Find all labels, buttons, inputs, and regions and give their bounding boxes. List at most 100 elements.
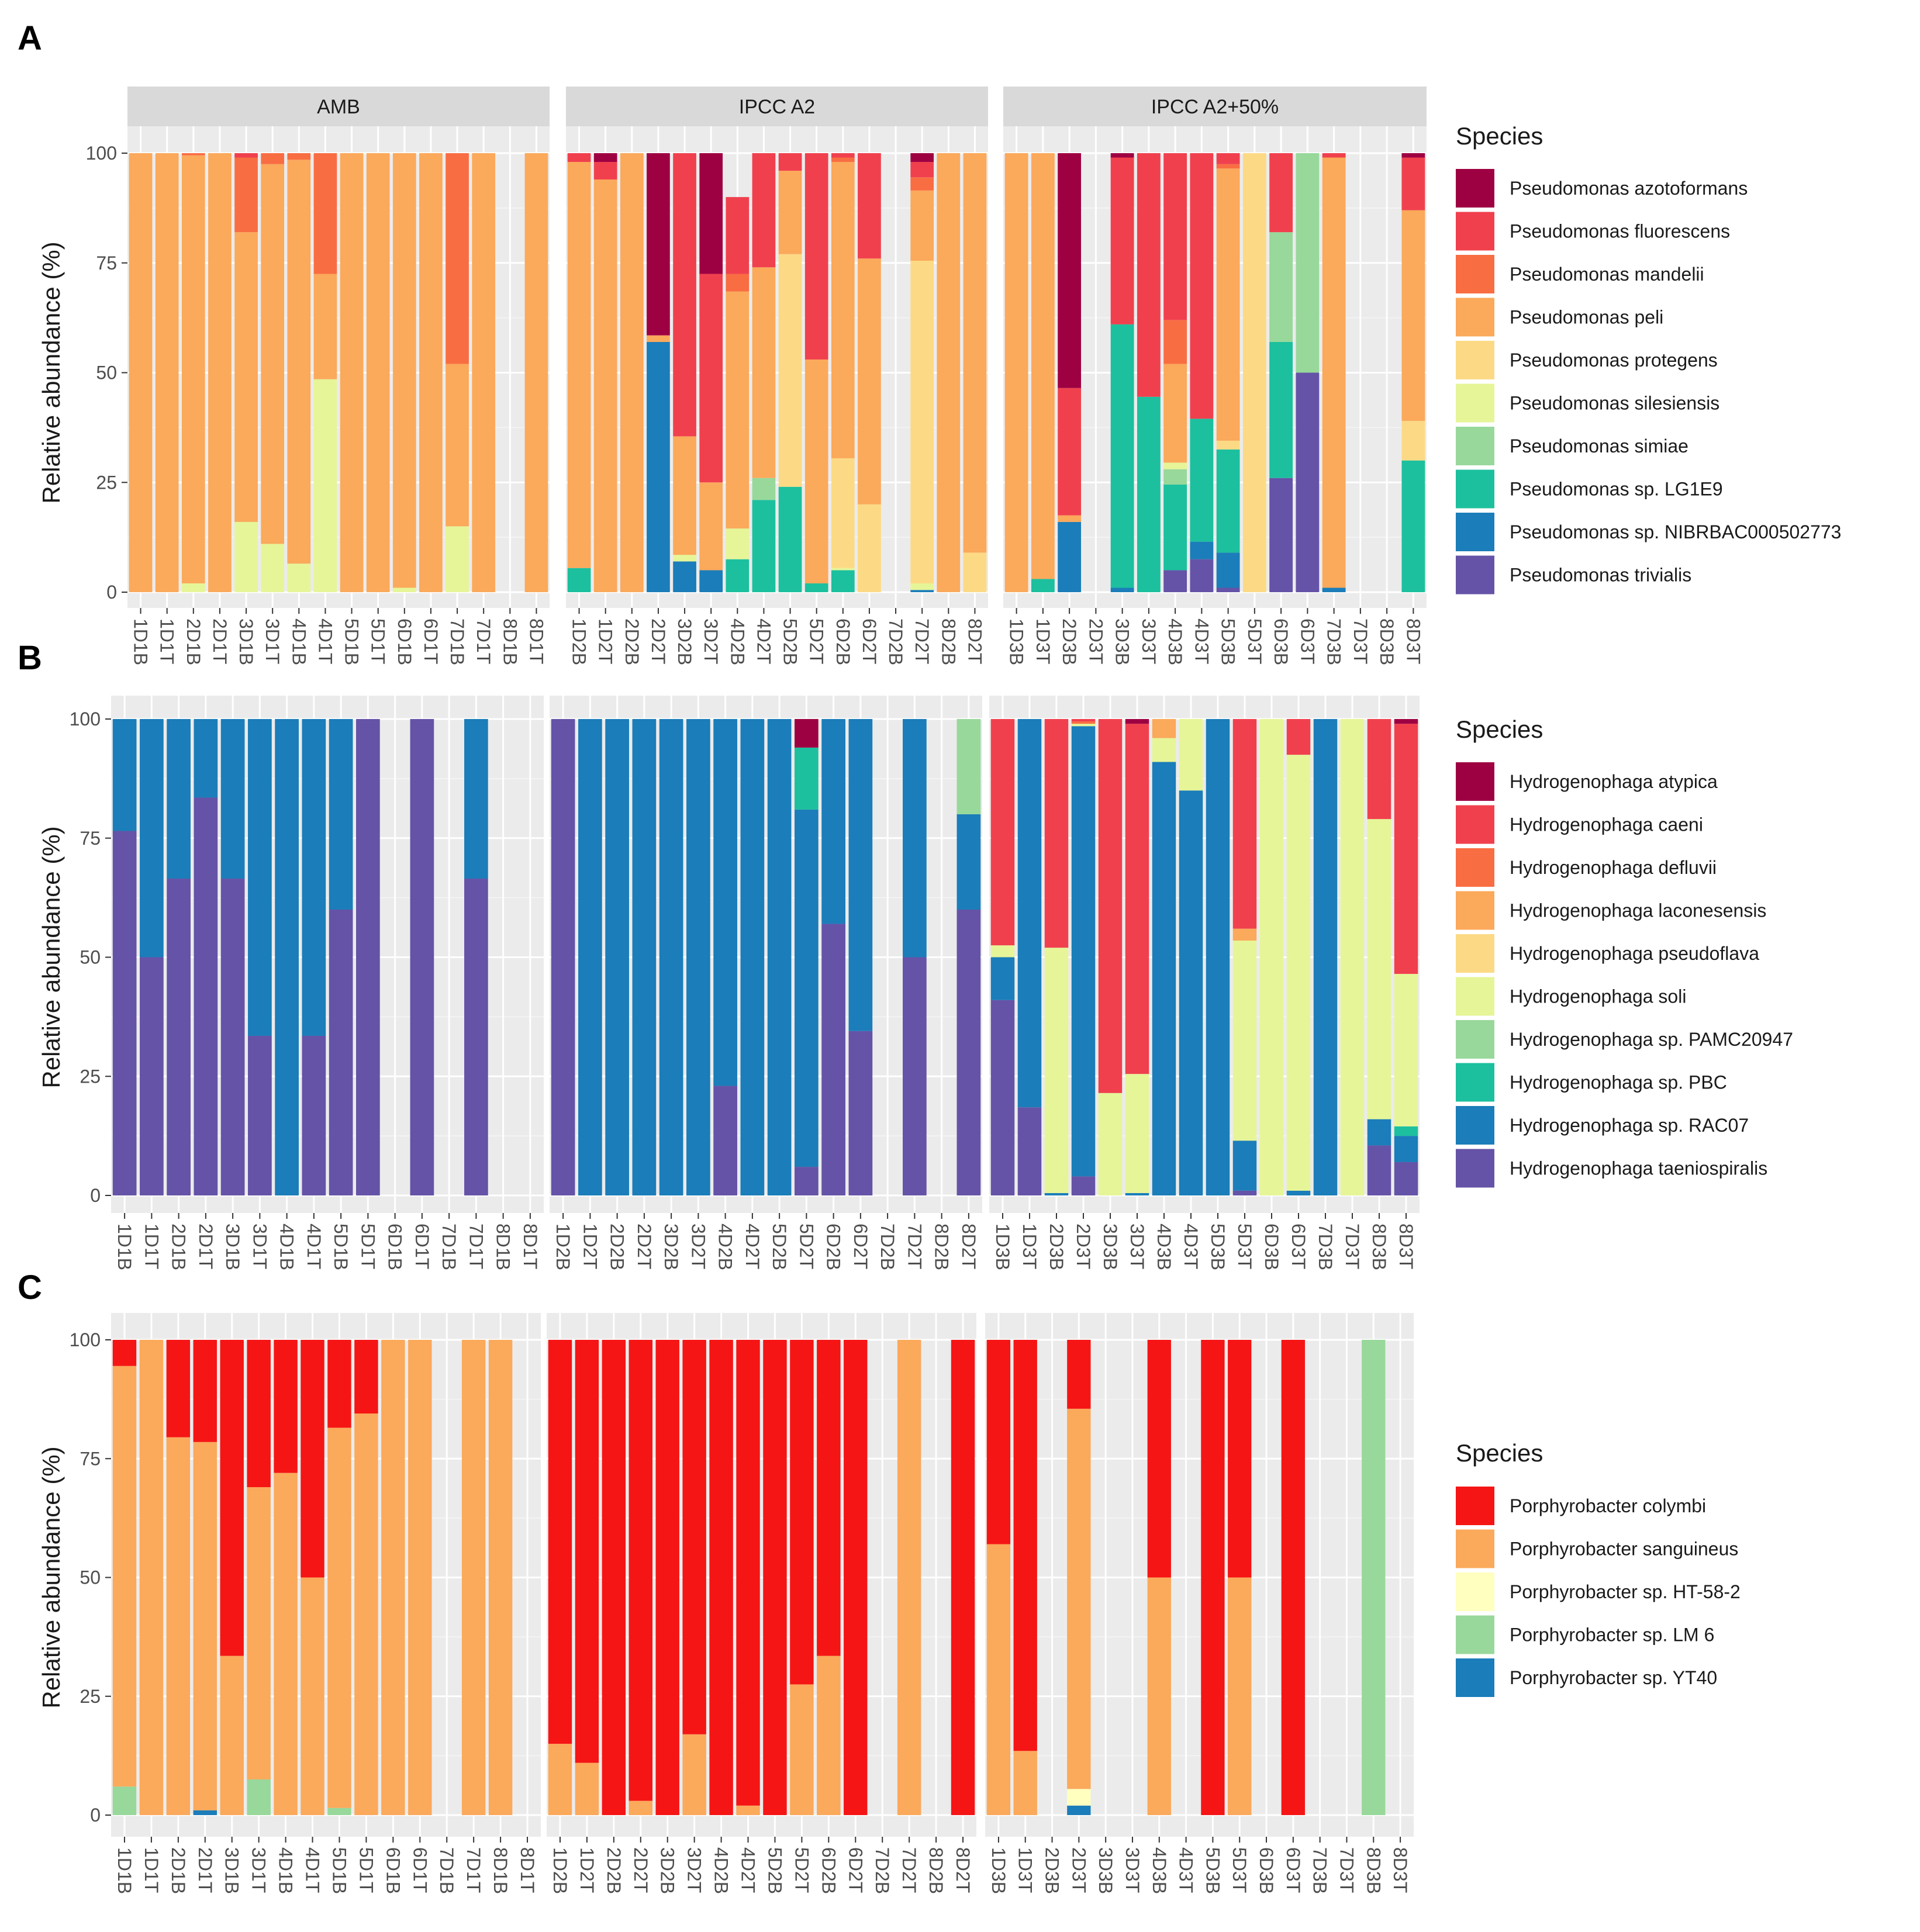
y-axis-title: Relative abundance (%) bbox=[37, 241, 65, 503]
bar-segment bbox=[937, 153, 961, 592]
bar-segment bbox=[313, 153, 337, 274]
bar-segment bbox=[1190, 559, 1214, 592]
bar-segment bbox=[647, 153, 670, 336]
legend-entry: Pseudomonas trivialis bbox=[1510, 565, 1691, 586]
x-tick-label: 3D2B bbox=[661, 1224, 682, 1270]
bar-segment bbox=[181, 153, 205, 155]
x-tick-label: 7D1B bbox=[447, 618, 468, 665]
bar-segment bbox=[1071, 1176, 1096, 1195]
bar-segment bbox=[301, 1577, 324, 1815]
x-tick-label: 2D1T bbox=[209, 618, 230, 664]
bar-segment bbox=[1228, 1577, 1252, 1815]
bar-segment bbox=[1322, 587, 1346, 592]
x-tick-label: 7D3B bbox=[1324, 618, 1345, 665]
legend-swatch bbox=[1456, 1529, 1494, 1568]
bar-segment bbox=[778, 171, 802, 254]
bar-segment bbox=[790, 1684, 814, 1815]
bar-segment bbox=[234, 521, 258, 592]
bar-segment bbox=[327, 1340, 351, 1428]
x-tick-label: 6D1T bbox=[420, 618, 441, 664]
x-tick-label: 1D3B bbox=[1006, 618, 1027, 665]
x-tick-label: 8D2T bbox=[952, 1847, 973, 1893]
panel-A: A Relative abundance (%) 0 25 50 75 100 Species… bbox=[18, 19, 1841, 665]
legend-swatch bbox=[1456, 1020, 1494, 1059]
bar-segment bbox=[274, 1473, 298, 1815]
bar-segment bbox=[1296, 153, 1320, 373]
bar-segment bbox=[193, 1340, 217, 1442]
legend-swatch bbox=[1456, 469, 1494, 509]
x-tick-label: 6D3T bbox=[1297, 618, 1318, 664]
bar-segment bbox=[699, 570, 723, 592]
bar-segment bbox=[1206, 719, 1230, 1195]
x-tick-label: 8D1T bbox=[517, 1847, 538, 1893]
x-tick-label: 4D3T bbox=[1191, 618, 1212, 664]
bar-segment bbox=[1216, 153, 1240, 164]
x-tick-label: 2D3B bbox=[1046, 1224, 1067, 1270]
x-tick-label: 4D1B bbox=[275, 1847, 296, 1894]
bar-segment bbox=[1137, 153, 1161, 397]
x-tick-label: 8D3T bbox=[1390, 1847, 1411, 1893]
bar-segment bbox=[752, 500, 776, 592]
bar-segment bbox=[831, 570, 855, 592]
bar-segment bbox=[1017, 719, 1042, 1108]
x-tick-label: 7D2T bbox=[899, 1847, 920, 1893]
legend-entry: Hydrogenophaga sp. RAC07 bbox=[1510, 1115, 1749, 1136]
bar-segment bbox=[1401, 210, 1425, 421]
y-tick-label: 75 bbox=[96, 253, 117, 274]
facet-3: IPCC A2+50% 1D3B 1D3T 2D3B 2D3T 3D3B 3D3T 4D3B 4… bbox=[1003, 87, 1427, 665]
bar-segment bbox=[261, 164, 285, 544]
bar-segment bbox=[112, 831, 137, 1195]
bar-segment bbox=[1031, 153, 1055, 579]
bar-segment bbox=[1147, 1340, 1171, 1578]
legend-swatch bbox=[1456, 513, 1494, 551]
x-tick-label: 6D2T bbox=[859, 618, 880, 664]
legend-entry: Pseudomonas azotoformans bbox=[1510, 178, 1748, 199]
x-tick-label: 7D2T bbox=[911, 618, 933, 664]
bar-segment bbox=[1313, 719, 1338, 1195]
x-tick-label: 4D3T bbox=[1180, 1224, 1201, 1269]
legend-swatch bbox=[1456, 255, 1494, 293]
x-tick-label: 5D1B bbox=[341, 618, 362, 665]
legend-entry: Porphyrobacter colymbi bbox=[1510, 1495, 1706, 1516]
bar-segment bbox=[220, 719, 245, 879]
legend-entry: Porphyrobacter sanguineus bbox=[1510, 1539, 1738, 1560]
bar-segment bbox=[329, 910, 353, 1195]
bar-segment bbox=[1401, 421, 1425, 461]
x-tick-label: 4D2T bbox=[742, 1224, 763, 1269]
x-tick-label: 2D1B bbox=[168, 1224, 189, 1270]
bar-segment bbox=[1163, 153, 1187, 320]
bar-segment bbox=[858, 504, 881, 592]
bar-segment bbox=[752, 153, 776, 268]
x-tick-label: 1D1B bbox=[130, 618, 151, 665]
bar-segment bbox=[831, 568, 855, 571]
bar-segment bbox=[821, 924, 845, 1195]
bar-segment bbox=[1216, 449, 1240, 553]
legend-entry: Porphyrobacter sp. HT-58-2 bbox=[1510, 1581, 1741, 1602]
x-tick-label: 8D2B bbox=[931, 1224, 952, 1270]
bar-segment bbox=[1216, 587, 1240, 592]
x-tick-label: 8D2B bbox=[926, 1847, 947, 1894]
bar-segment bbox=[340, 153, 364, 592]
bar-segment bbox=[1110, 153, 1134, 158]
bar-segment bbox=[709, 1340, 733, 1815]
bar-segment bbox=[1232, 719, 1257, 929]
bar-segment bbox=[248, 1035, 272, 1195]
bar-segment bbox=[1067, 1340, 1091, 1409]
bar-segment bbox=[129, 153, 153, 592]
x-tick-label: 3D2B bbox=[674, 618, 695, 665]
bar-segment bbox=[247, 1779, 271, 1815]
x-tick-label: 3D1T bbox=[248, 1847, 270, 1893]
x-tick-label: 1D1B bbox=[114, 1224, 135, 1270]
x-tick-label: 5D1T bbox=[357, 1224, 378, 1269]
x-tick-label: 7D1T bbox=[465, 1224, 486, 1269]
bar-segment bbox=[247, 1487, 271, 1780]
x-tick-label: 7D3B bbox=[1315, 1224, 1336, 1270]
bar-segment bbox=[1394, 724, 1418, 974]
x-tick-label: 6D1B bbox=[385, 1224, 406, 1270]
bar-segment bbox=[567, 568, 591, 592]
bar-segment bbox=[655, 1340, 679, 1815]
bar-segment bbox=[1163, 485, 1187, 571]
x-tick-label: 3D1B bbox=[236, 618, 257, 665]
bar-segment bbox=[261, 544, 285, 592]
x-tick-label: 5D3T bbox=[1229, 1847, 1250, 1893]
